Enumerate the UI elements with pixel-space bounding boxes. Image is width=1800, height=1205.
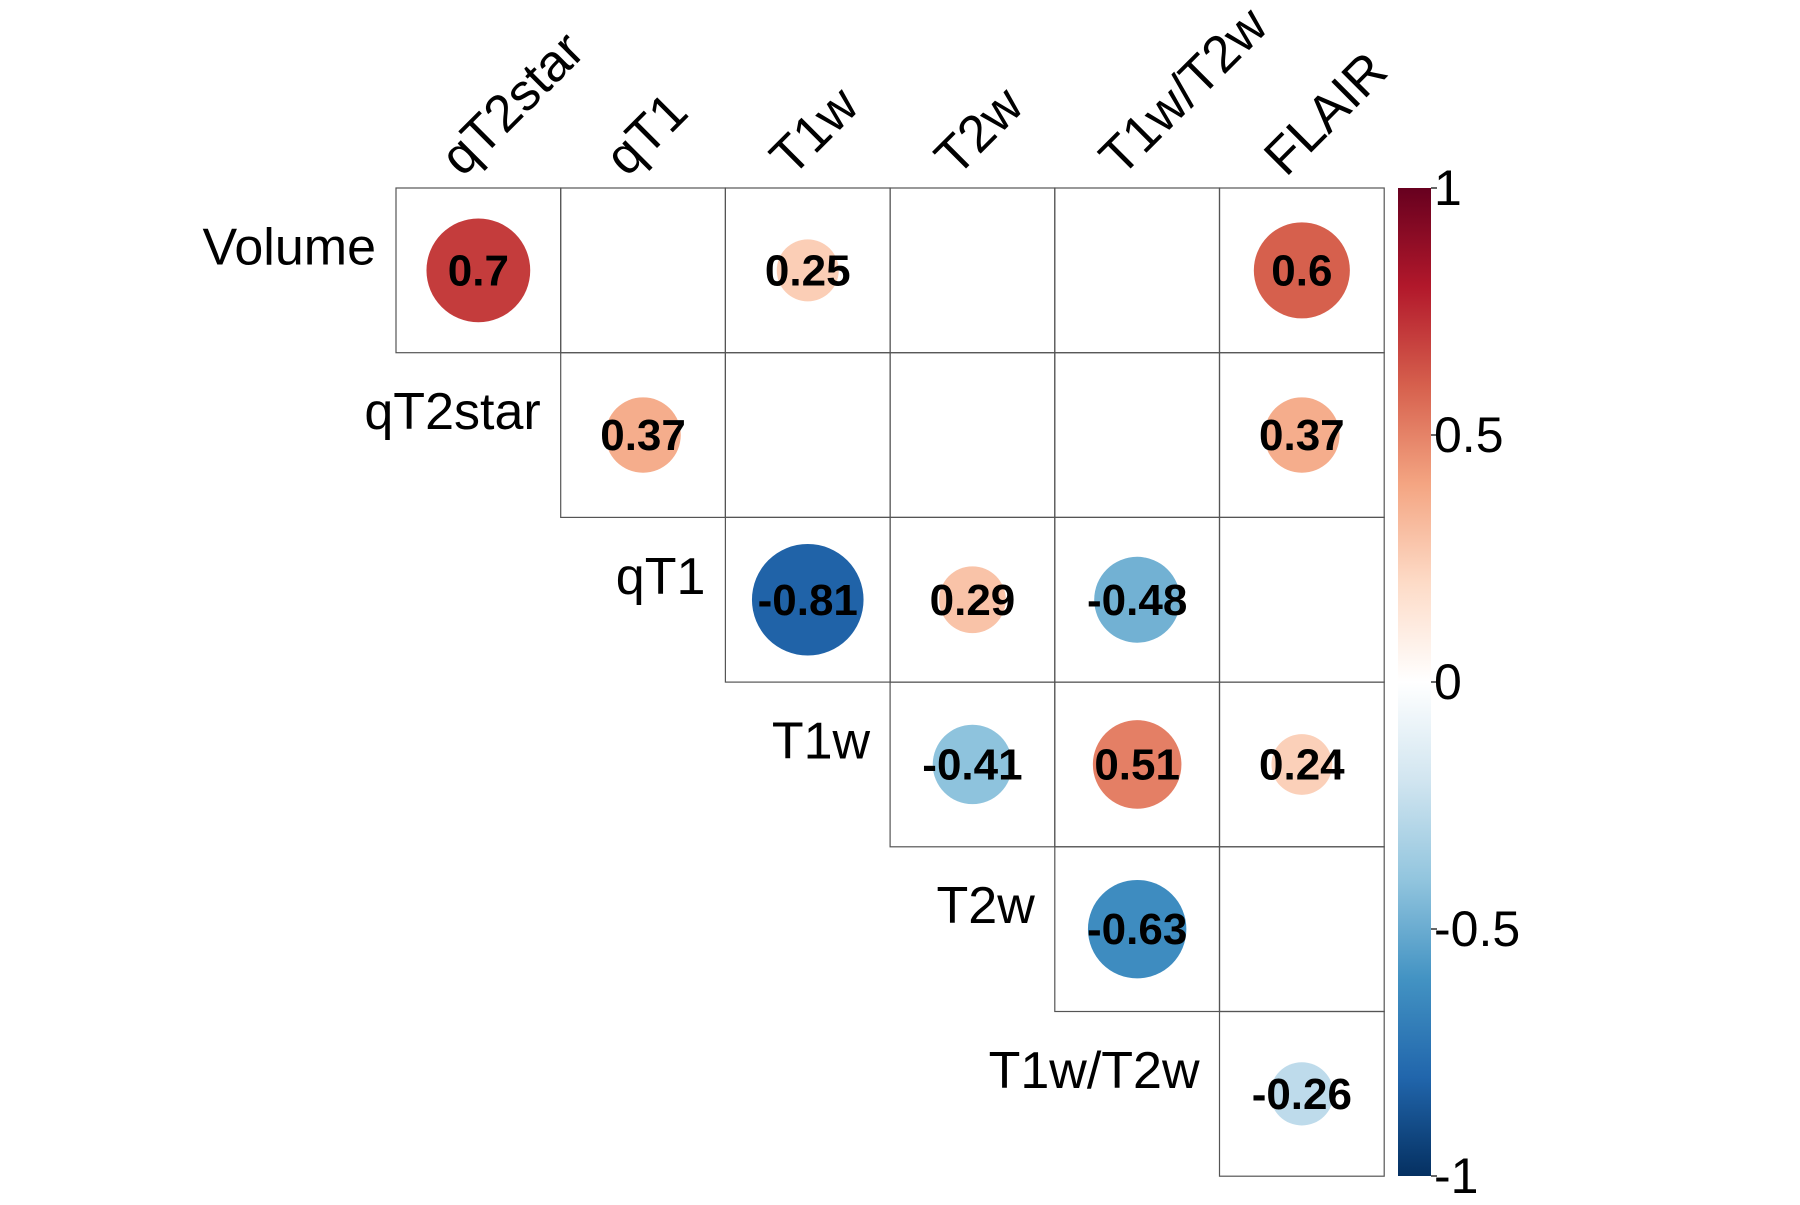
value-label-volume-qt2star: 0.7	[448, 246, 509, 295]
value-label-qt1-t2w: 0.29	[930, 576, 1016, 625]
row-label-qt1: qT1	[616, 548, 706, 606]
row-label-t2w: T2w	[937, 877, 1036, 935]
row-label-t1w: T1w	[772, 712, 871, 770]
circle-t1w-t2w-flair	[1270, 1062, 1334, 1126]
circle-volume-flair	[1253, 222, 1350, 319]
grid-cell-t2w-flair	[1218, 846, 1385, 1013]
value-label-t1w-flair: 0.24	[1259, 740, 1345, 789]
value-label-qt2star-flair: 0.37	[1259, 411, 1345, 460]
colorbar-tick-label-4: -1	[1434, 1148, 1478, 1200]
row-labels: Volume qT2star qT1 T1w T2w T1w/T2w	[203, 218, 1200, 1100]
value-label-t1w-t2w-flair: -0.26	[1252, 1070, 1352, 1119]
column-label-t1w: T1w	[759, 76, 870, 187]
row-label-volume: Volume	[203, 218, 376, 276]
circle-t1w-t1w-t2w	[1092, 720, 1182, 809]
row-label-qt2star: qT2star	[364, 383, 540, 441]
grid-cell-volume-t1w-t2w	[1054, 187, 1221, 354]
circle-qt2star-flair	[1264, 397, 1340, 473]
grid-cell-qt2star-t1w	[724, 352, 891, 519]
colorbar-tick-label-3: -0.5	[1434, 901, 1520, 957]
circle-volume-t1w	[776, 239, 839, 302]
grid-cell-volume-t2w	[889, 187, 1056, 354]
value-label-qt1-t1w: -0.81	[758, 576, 858, 625]
grid-cell-volume-qt1	[560, 187, 727, 354]
value-label-qt1-t1w-t2w: -0.48	[1087, 576, 1187, 625]
column-label-flair: FLAIR	[1253, 41, 1398, 186]
value-label-volume-flair: 0.6	[1271, 246, 1332, 295]
cell-labels: 0.7 0.25 0.6 0.37 0.37 -0.81 0.29 -0.48 -0.41 0.5…	[448, 246, 1352, 1119]
column-label-t2w: T2w	[924, 76, 1035, 187]
grid-cell-qt2star-t2w	[889, 352, 1056, 519]
circle-qt1-t2w	[939, 566, 1006, 634]
circle-qt1-t1w	[751, 543, 864, 656]
colorbar-tick-label-1: 0.5	[1434, 407, 1504, 463]
column-label-qt2star: qT2star	[430, 21, 596, 187]
colorbar-tick-label-0: 1	[1434, 160, 1462, 216]
value-label-t2w-t1w-t2w: -0.63	[1087, 905, 1187, 954]
value-label-t1w-t1w-t2w: 0.51	[1094, 740, 1180, 789]
grid-cell-t1w-t2w-flair	[1218, 1010, 1385, 1177]
column-label-t1w-t2w: T1w/T2w	[1089, 0, 1279, 186]
circle-qt1-t1w-t2w	[1094, 556, 1181, 643]
grid	[395, 187, 1385, 1177]
circle-t2w-t1w-t2w	[1087, 879, 1187, 979]
circle-t1w-flair	[1271, 734, 1333, 795]
value-label-volume-t1w: 0.25	[765, 246, 851, 295]
circle-t1w-t2w	[932, 724, 1013, 805]
colorbar-gradient	[1398, 188, 1431, 1176]
circle-volume-qt2star	[426, 218, 531, 323]
colorbar-tick-label-2: 0	[1434, 654, 1462, 710]
value-label-qt2star-qt1: 0.37	[600, 411, 686, 460]
value-label-t1w-t2w: -0.41	[922, 740, 1022, 789]
column-label-qt1: qT1	[595, 82, 699, 186]
circles	[426, 218, 1350, 1126]
row-label-t1w-t2w: T1w/T2w	[989, 1042, 1200, 1100]
circle-qt2star-qt1	[605, 397, 681, 473]
grid-cell-qt1-flair	[1218, 516, 1385, 683]
grid-cell-qt2star-t1w-t2w	[1054, 352, 1221, 519]
colorbar: 1 0.5 0 -0.5 -1	[1398, 160, 1520, 1204]
